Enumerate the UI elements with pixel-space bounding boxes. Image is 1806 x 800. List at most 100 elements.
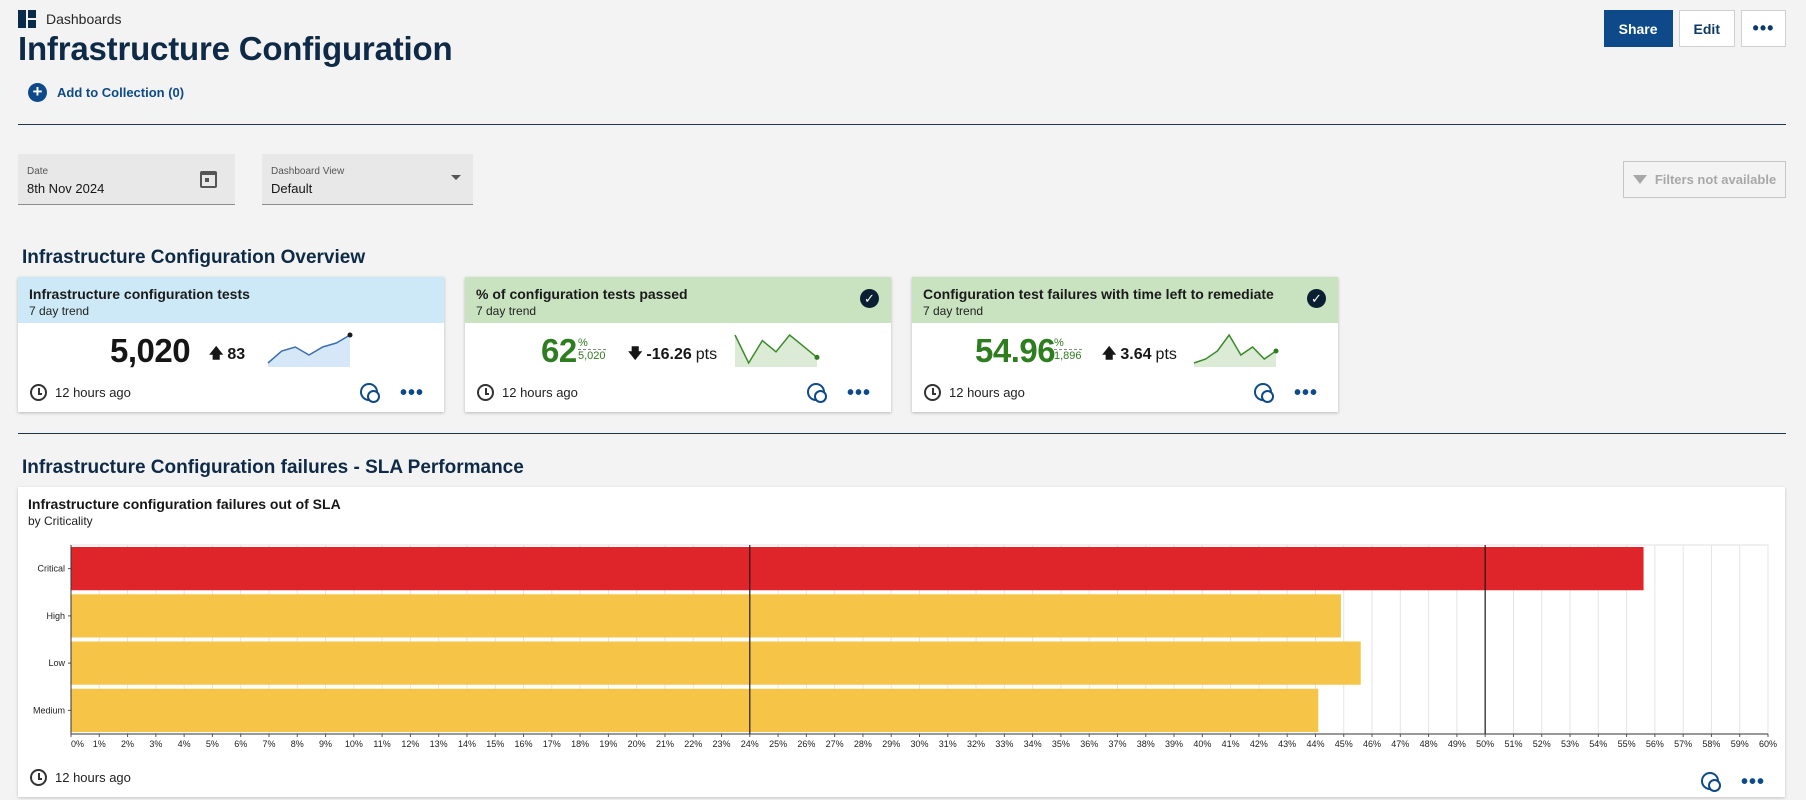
x-tick-label: 56% bbox=[1646, 739, 1664, 749]
x-tick-label: 53% bbox=[1561, 739, 1579, 749]
x-tick-label: 21% bbox=[656, 739, 674, 749]
tile-body: 5,020 🡅 83 bbox=[18, 323, 444, 370]
x-tick-label: 34% bbox=[1024, 739, 1042, 749]
x-tick-label: 37% bbox=[1108, 739, 1126, 749]
add-to-collection-label[interactable]: Add to Collection (0) bbox=[57, 85, 185, 100]
breadcrumb-label[interactable]: Dashboards bbox=[46, 11, 122, 27]
y-tick-label: Critical bbox=[37, 564, 65, 574]
x-tick-label: 13% bbox=[430, 739, 448, 749]
x-tick-label: 51% bbox=[1504, 739, 1522, 749]
chart-title: Infrastructure configuration failures ou… bbox=[28, 496, 341, 512]
dashboard-grid-icon bbox=[18, 10, 36, 28]
clock-icon bbox=[477, 383, 494, 401]
sparkline-area bbox=[735, 335, 817, 367]
more-icon[interactable]: ••• bbox=[847, 382, 872, 404]
kpi-tile-tests[interactable]: Infrastructure configuration tests 7 day… bbox=[18, 277, 444, 412]
breadcrumb[interactable]: Dashboards bbox=[18, 10, 122, 28]
chart-footer: 12 hours ago bbox=[30, 769, 131, 786]
x-tick-label: 8% bbox=[291, 739, 304, 749]
x-tick-label: 60% bbox=[1759, 739, 1777, 749]
x-tick-label: 14% bbox=[458, 739, 476, 749]
x-tick-label: 6% bbox=[234, 739, 247, 749]
sla-chart-panel: Infrastructure configuration failures ou… bbox=[18, 487, 1785, 797]
x-tick-label: 1% bbox=[93, 739, 106, 749]
kpi-denominator: 5,020 bbox=[578, 350, 606, 362]
date-field[interactable]: Date 8th Nov 2024 bbox=[18, 154, 235, 205]
x-tick-label: 22% bbox=[684, 739, 702, 749]
chevron-down-icon[interactable] bbox=[451, 175, 461, 180]
overview-section-title: Infrastructure Configuration Overview bbox=[22, 247, 366, 268]
tile-subtitle: 7 day trend bbox=[476, 304, 537, 318]
edit-button[interactable]: Edit bbox=[1678, 10, 1735, 47]
tile-body: 54.96 % 1,896 🡅 3.64 pts bbox=[912, 323, 1338, 370]
link-icon[interactable] bbox=[1254, 383, 1274, 403]
kpi-tile-failures-time-left[interactable]: Configuration test failures with time le… bbox=[912, 277, 1338, 412]
x-tick-label: 0% bbox=[71, 739, 84, 749]
kpi-value: 54.96 bbox=[975, 332, 1056, 369]
filters-button-label: Filters not available bbox=[1654, 172, 1777, 187]
more-options-button[interactable]: ••• bbox=[1741, 10, 1786, 47]
tile-timestamp: 12 hours ago bbox=[502, 384, 578, 400]
x-tick-label: 3% bbox=[149, 739, 162, 749]
link-icon[interactable] bbox=[1701, 772, 1721, 792]
x-tick-label: 11% bbox=[373, 739, 390, 749]
more-icon[interactable]: ••• bbox=[1294, 382, 1319, 404]
tile-footer: 12 hours ago ••• bbox=[18, 372, 444, 412]
dashboard-view-select[interactable]: Dashboard View Default bbox=[262, 154, 473, 205]
chart-timestamp: 12 hours ago bbox=[55, 770, 131, 785]
more-icon[interactable]: ••• bbox=[1741, 771, 1766, 793]
x-tick-label: 9% bbox=[319, 739, 332, 749]
bar-medium bbox=[71, 688, 1319, 732]
tile-timestamp: 12 hours ago bbox=[55, 384, 131, 400]
sparkline-area bbox=[268, 335, 350, 367]
link-icon[interactable] bbox=[807, 383, 827, 403]
bar-high bbox=[71, 594, 1341, 638]
x-tick-label: 38% bbox=[1137, 739, 1155, 749]
dashboard-view-value[interactable]: Default bbox=[271, 181, 313, 196]
sparkline bbox=[267, 332, 353, 367]
x-tick-label: 23% bbox=[713, 739, 731, 749]
tile-subtitle: 7 day trend bbox=[29, 304, 90, 318]
filter-icon bbox=[1632, 175, 1647, 184]
x-tick-label: 39% bbox=[1165, 739, 1183, 749]
x-tick-label: 25% bbox=[769, 739, 787, 749]
more-icon[interactable]: ••• bbox=[400, 382, 425, 404]
tile-title: Infrastructure configuration tests bbox=[29, 286, 250, 302]
calendar-icon[interactable] bbox=[200, 171, 217, 188]
y-tick-label: Medium bbox=[33, 705, 65, 715]
sparkline-endpoint bbox=[1273, 348, 1279, 354]
kpi-fraction: % 1,896 bbox=[1054, 337, 1082, 362]
x-tick-label: 50% bbox=[1476, 739, 1494, 749]
add-to-collection-link[interactable]: + Add to Collection (0) bbox=[28, 83, 184, 102]
sparkline bbox=[1193, 333, 1279, 367]
x-tick-label: 47% bbox=[1391, 739, 1409, 749]
kpi-tile-tests-passed[interactable]: % of configuration tests passed 7 day tr… bbox=[465, 277, 891, 412]
arrow-down-icon: 🡇 bbox=[628, 345, 643, 361]
link-icon[interactable] bbox=[360, 383, 380, 403]
kpi-delta-value: 3.64 bbox=[1120, 346, 1152, 363]
date-field-value[interactable]: 8th Nov 2024 bbox=[27, 181, 105, 196]
chart-subtitle: by Criticality bbox=[28, 514, 93, 528]
x-tick-label: 48% bbox=[1420, 739, 1438, 749]
x-tick-label: 57% bbox=[1674, 739, 1692, 749]
kpi-delta: 🡇 -16.26 pts bbox=[628, 343, 717, 367]
kpi-value: 62 bbox=[541, 332, 577, 369]
checkmark-icon: ✓ bbox=[1307, 289, 1326, 308]
sparkline-line bbox=[267, 334, 351, 364]
kpi-fraction: % 5,020 bbox=[578, 337, 606, 362]
x-tick-label: 43% bbox=[1278, 739, 1296, 749]
share-button[interactable]: Share bbox=[1603, 10, 1673, 47]
tile-body: 62 % 5,020 🡇 -16.26 pts bbox=[465, 323, 891, 370]
tile-footer: 12 hours ago ••• bbox=[465, 372, 891, 412]
sparkline-line bbox=[734, 333, 818, 365]
sparkline-endpoint bbox=[347, 332, 353, 338]
x-tick-label: 58% bbox=[1702, 739, 1720, 749]
x-tick-label: 35% bbox=[1052, 739, 1070, 749]
x-tick-label: 2% bbox=[121, 739, 134, 749]
x-tick-label: 52% bbox=[1533, 739, 1551, 749]
clock-icon bbox=[924, 383, 941, 401]
x-tick-label: 33% bbox=[995, 739, 1013, 749]
x-tick-label: 16% bbox=[515, 739, 533, 749]
sparkline bbox=[734, 333, 820, 367]
filters-button[interactable]: Filters not available bbox=[1623, 161, 1786, 198]
